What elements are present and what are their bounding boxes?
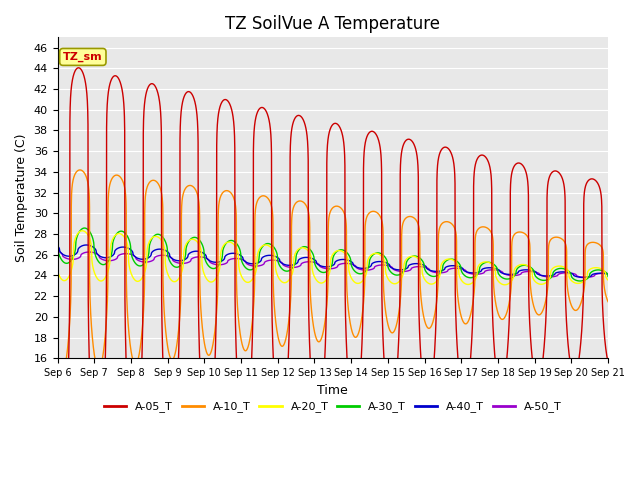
Title: TZ SoilVue A Temperature: TZ SoilVue A Temperature xyxy=(225,15,440,33)
Legend: A-05_T, A-10_T, A-20_T, A-30_T, A-40_T, A-50_T: A-05_T, A-10_T, A-20_T, A-30_T, A-40_T, … xyxy=(99,397,566,417)
Y-axis label: Soil Temperature (C): Soil Temperature (C) xyxy=(15,133,28,262)
Text: TZ_sm: TZ_sm xyxy=(63,52,102,62)
X-axis label: Time: Time xyxy=(317,384,348,396)
